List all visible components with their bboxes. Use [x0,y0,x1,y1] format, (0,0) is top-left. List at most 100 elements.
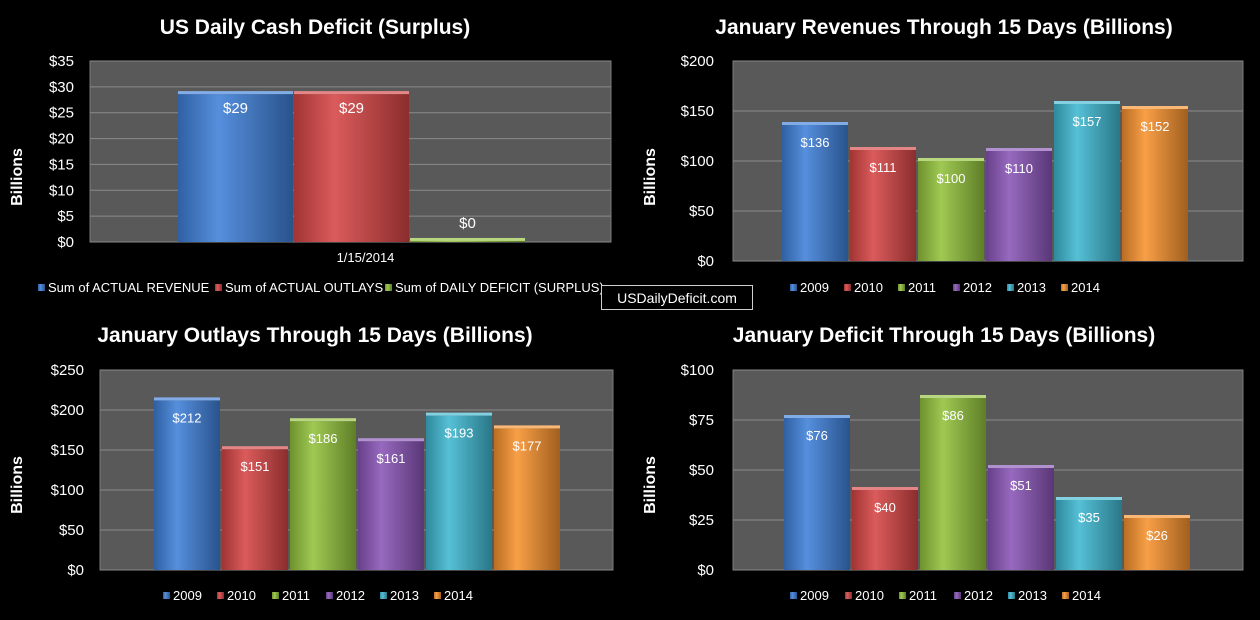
legend-label: 2010 [854,280,883,295]
bar [154,400,220,570]
data-label: $186 [309,431,338,446]
bar-top [1122,106,1188,109]
bar [494,428,560,570]
y-tick-label: $0 [697,562,714,579]
data-label: $152 [1141,119,1170,134]
legend-swatch [215,284,222,291]
data-label: $86 [942,408,964,423]
y-tick-label: $0 [697,253,714,270]
bar-top [988,465,1054,468]
legend-swatch [844,284,851,291]
data-label: $29 [339,100,364,117]
bar [178,94,293,243]
legend-swatch [790,592,797,599]
bar-top [852,487,918,490]
legend-swatch [1062,592,1069,599]
bar-top [154,397,220,401]
bar [410,240,525,242]
legend-swatch [953,284,960,291]
y-tick-label: $0 [57,234,74,251]
data-label: $76 [806,428,828,443]
bar [426,415,492,570]
bar-top [918,158,984,161]
legend-label: 2013 [1017,280,1046,295]
bar-top [1054,101,1120,104]
legend-label: 2013 [1018,588,1047,603]
y-axis-label: Billions [9,148,26,206]
y-tick-label: $100 [51,482,84,499]
legend-label: 2011 [282,588,310,603]
legend-label: 2011 [908,280,936,295]
data-label: $212 [173,410,202,425]
bar-top [782,122,848,125]
y-tick-label: $30 [49,79,74,96]
legend-label: 2011 [909,588,937,603]
legend-label: 2014 [444,588,473,603]
bar [1124,518,1190,570]
legend-label: 2013 [390,588,419,603]
data-label: $26 [1146,528,1168,543]
legend-swatch [790,284,797,291]
y-tick-label: $50 [689,203,714,220]
y-tick-label: $20 [49,131,74,148]
bar [358,441,424,570]
y-tick-label: $100 [681,153,714,170]
legend-label: 2009 [800,280,829,295]
bar [294,94,409,243]
site-label: USDailyDeficit.com [601,285,753,310]
y-axis-label: Billions [9,456,26,514]
y-tick-label: $200 [51,402,84,419]
y-tick-label: $50 [59,522,84,539]
y-tick-label: $250 [51,362,84,379]
bar [1122,109,1188,261]
bar-top [494,425,560,429]
data-label: $35 [1078,510,1100,525]
data-label: $100 [937,171,966,186]
bar-top [850,147,916,150]
data-label: $151 [241,459,270,474]
legend-swatch [272,592,279,599]
bar-top [986,148,1052,151]
bar-top [290,418,356,422]
y-tick-label: $200 [681,53,714,70]
chart-title: January Outlays Through 15 Days (Billion… [97,324,532,347]
data-label: $111 [870,160,897,175]
y-tick-label: $15 [49,156,74,173]
legend-label: 2010 [855,588,884,603]
bar [222,449,288,570]
data-label: $51 [1010,478,1032,493]
data-label: $110 [1005,161,1033,176]
y-tick-label: $5 [57,208,74,225]
bar [918,161,984,261]
chart-title: January Deficit Through 15 Days (Billion… [733,324,1155,347]
data-label: $157 [1073,114,1102,129]
bar-top [920,395,986,398]
data-label: $0 [459,215,476,232]
y-tick-label: $50 [689,462,714,479]
y-tick-label: $100 [681,362,714,379]
data-label: $177 [513,438,542,453]
legend-label: 2009 [800,588,829,603]
bar [1056,500,1122,570]
bar-top [1124,515,1190,518]
chart-title: US Daily Cash Deficit (Surplus) [160,16,470,39]
bar-top [294,91,409,95]
bar [852,490,918,570]
legend-label: Sum of ACTUAL REVENUE [48,280,210,295]
legend-swatch [1008,592,1015,599]
legend-swatch [326,592,333,599]
bar-top [222,446,288,450]
y-tick-label: $25 [689,512,714,529]
legend-swatch [385,284,392,291]
y-axis-label: Billions [642,148,659,206]
legend-swatch [380,592,387,599]
bar [290,421,356,570]
legend-label: 2012 [336,588,365,603]
legend-swatch [899,592,906,599]
bar [1054,104,1120,261]
legend-label: 2010 [227,588,256,603]
bar [986,151,1052,261]
legend-label: Sum of ACTUAL OUTLAYS [225,280,384,295]
